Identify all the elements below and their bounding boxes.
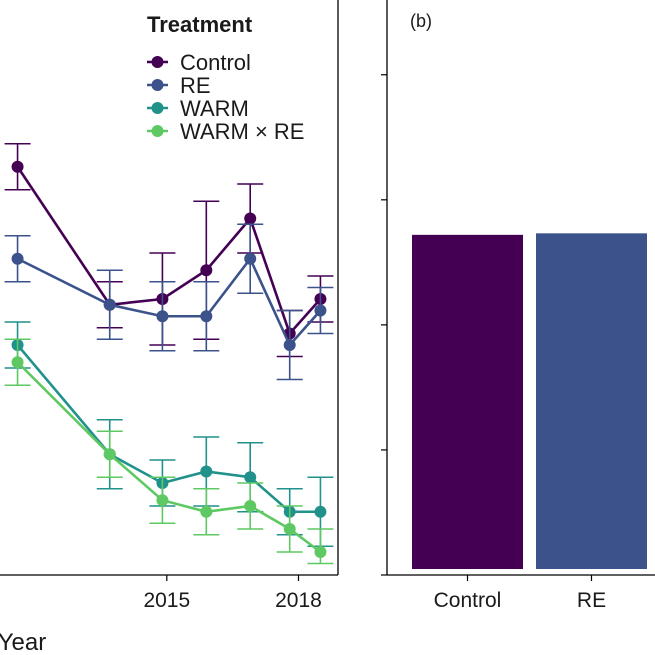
legend-label-1: RE xyxy=(180,73,211,98)
series-0 xyxy=(4,142,334,358)
data-point-3-1 xyxy=(103,448,116,461)
data-point-2-4 xyxy=(244,471,257,484)
panel-b-tag: (b) xyxy=(410,11,432,31)
series-2 xyxy=(4,321,334,548)
panel-b-x-label-1: RE xyxy=(577,589,606,612)
data-point-3-0 xyxy=(11,356,24,369)
data-point-1-5 xyxy=(283,339,296,351)
data-point-3-6 xyxy=(314,546,327,558)
series-line-1 xyxy=(16,256,322,348)
data-point-1-4 xyxy=(244,252,257,265)
panel-a-x-ticks: 2015 2018 xyxy=(143,575,322,612)
data-point-2-3 xyxy=(200,465,213,478)
legend-label-3: WARM × RE xyxy=(180,119,304,144)
data-point-0-3 xyxy=(200,264,213,277)
data-point-0-0 xyxy=(11,160,24,173)
panel-a-x-axis-title: Year xyxy=(0,629,46,655)
panel-a-line-chart: 2015 2018 Year Treatment ControlREWARMWAR… xyxy=(0,0,339,655)
data-point-1-0 xyxy=(11,252,24,265)
data-point-1-3 xyxy=(200,310,213,323)
data-point-0-4 xyxy=(244,212,257,225)
panel-b-x-labels: Control RE xyxy=(434,575,606,612)
panel-b-bar-chart: Control RE (b) xyxy=(381,0,655,612)
legend-item-2: WARM xyxy=(147,96,249,121)
legend-key-marker-1 xyxy=(151,79,164,91)
legend-key-marker-3 xyxy=(151,125,164,137)
panel-a-x-tick-label-1: 2018 xyxy=(275,589,322,612)
series-3 xyxy=(4,338,334,565)
data-point-1-1 xyxy=(103,298,116,311)
bar-control xyxy=(412,234,523,569)
data-point-1-6 xyxy=(314,304,327,317)
legend-key-marker-0 xyxy=(151,56,164,68)
series-line-0 xyxy=(16,166,322,337)
legend-title: Treatment xyxy=(147,12,253,37)
series-1 xyxy=(4,223,334,381)
legend-item-1: RE xyxy=(147,73,211,98)
legend-key-marker-2 xyxy=(151,102,164,114)
data-point-3-4 xyxy=(244,500,257,512)
bar-re xyxy=(536,233,647,569)
panel-b-bars xyxy=(412,233,647,569)
panel-a-series xyxy=(4,142,334,565)
legend-item-3: WARM × RE xyxy=(147,119,304,144)
panel-a-x-tick-label-0: 2015 xyxy=(143,589,190,612)
data-point-2-6 xyxy=(314,505,327,518)
data-point-3-3 xyxy=(200,505,213,518)
series-line-2 xyxy=(16,344,321,514)
data-point-1-2 xyxy=(156,310,169,323)
panel-b-y-ticks xyxy=(381,74,387,576)
legend-label-2: WARM xyxy=(180,96,249,121)
data-point-3-5 xyxy=(283,523,296,535)
panel-b-x-label-0: Control xyxy=(434,589,502,612)
legend-label-0: Control xyxy=(180,50,251,75)
legend-item-0: Control xyxy=(147,50,251,75)
data-point-3-2 xyxy=(156,494,169,507)
